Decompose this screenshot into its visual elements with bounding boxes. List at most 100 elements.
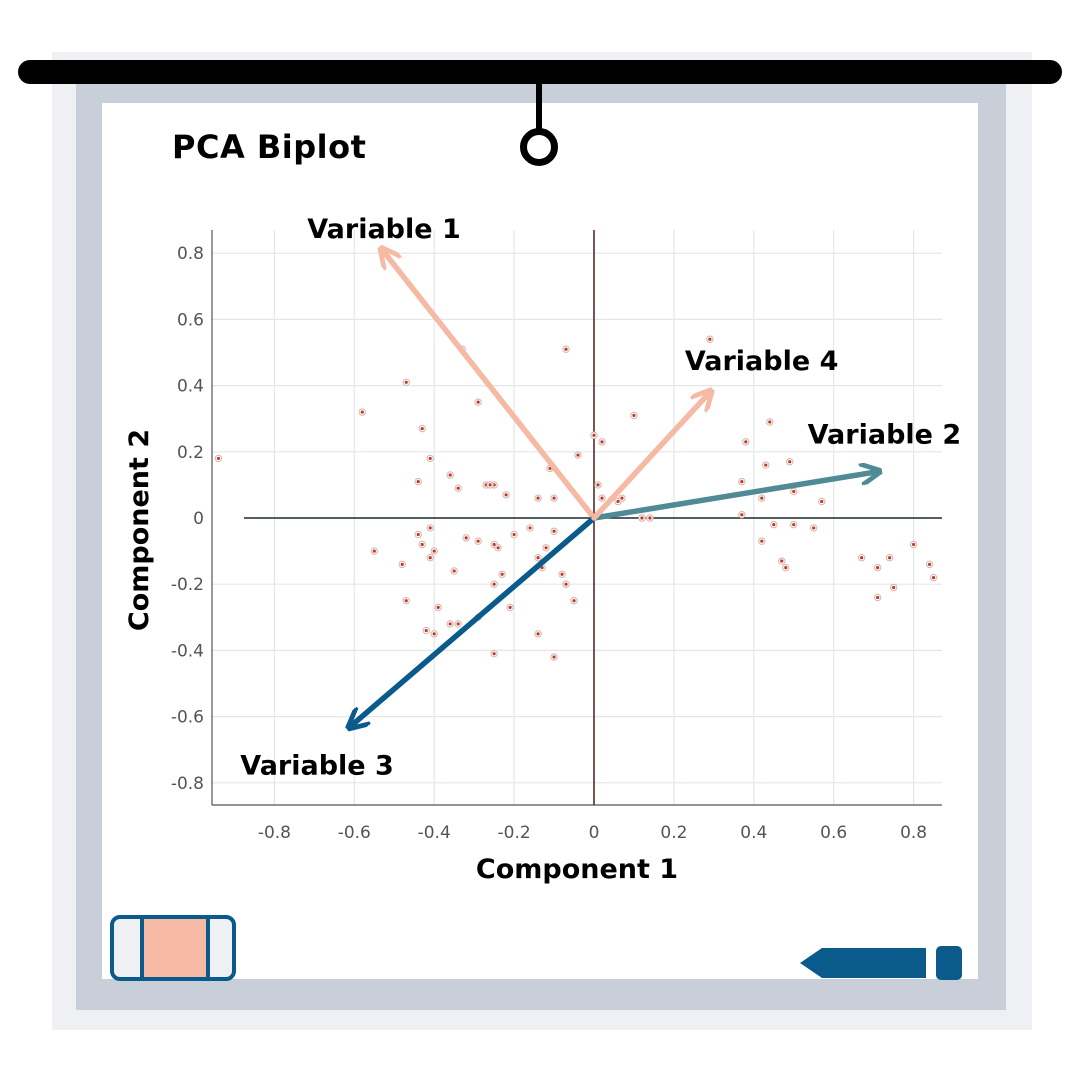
score-point-center xyxy=(708,337,712,341)
score-point-center xyxy=(768,420,772,424)
score-point-center xyxy=(492,542,496,547)
score-point-center xyxy=(452,569,456,573)
score-point-center xyxy=(931,575,936,580)
score-point-center xyxy=(428,526,432,530)
score-point-center xyxy=(504,493,508,497)
vector-label: Variable 1 xyxy=(307,214,461,245)
score-point-center xyxy=(428,556,432,560)
score-point-center xyxy=(420,542,424,547)
score-point-center xyxy=(476,400,480,404)
y-tick-label: -0.2 xyxy=(171,575,204,595)
score-point-center xyxy=(496,546,500,550)
hanger-ring xyxy=(520,128,558,166)
score-point-center xyxy=(416,479,420,484)
score-point-center xyxy=(564,582,568,586)
score-point-center xyxy=(552,655,556,659)
y-tick-label: 0 xyxy=(193,509,204,529)
score-point-center xyxy=(640,516,644,520)
score-point-center xyxy=(592,433,596,437)
y-tick-label: -0.6 xyxy=(171,708,204,728)
score-point-center xyxy=(576,453,580,457)
chart-title: PCA Biplot xyxy=(172,128,367,166)
score-point-center xyxy=(620,496,624,500)
score-point-center xyxy=(564,347,568,351)
loading-vectors xyxy=(350,250,877,727)
score-point-center xyxy=(512,532,516,537)
vector-labels: Variable 1 Variable 2 Variable 3 Variable 4 xyxy=(240,214,961,782)
score-point-center xyxy=(892,585,896,590)
score-point-center xyxy=(760,539,764,543)
score-point-center xyxy=(552,496,556,500)
score-point-center xyxy=(400,562,404,566)
x-tick-label: -0.4 xyxy=(418,823,451,843)
score-point-center xyxy=(536,556,540,560)
score-point-center xyxy=(536,496,540,500)
marker-pen xyxy=(800,946,962,980)
y-tick-label: 0.8 xyxy=(177,244,204,264)
score-point-center xyxy=(216,456,221,461)
score-point-center xyxy=(648,516,652,520)
score-point-center xyxy=(416,532,420,537)
score-point-center xyxy=(860,556,864,560)
score-point-center xyxy=(500,572,504,576)
score-point-center xyxy=(876,595,880,600)
score-point-center xyxy=(404,599,408,603)
score-point-center xyxy=(888,556,892,560)
score-point-center xyxy=(600,496,604,500)
vector-label: Variable 4 xyxy=(685,346,839,377)
score-point-center xyxy=(528,526,532,530)
x-axis-label: Component 1 xyxy=(476,854,678,885)
eraser-pad xyxy=(140,919,210,977)
score-point-center xyxy=(424,628,428,633)
score-point-center xyxy=(436,605,440,609)
score-point-center xyxy=(456,486,460,490)
score-point-center xyxy=(740,513,744,517)
score-point-center xyxy=(508,605,512,609)
axes xyxy=(211,230,942,806)
tick-labels: -0.8 -0.6 -0.4 -0.2 0 0.2 0.4 0.6 0.8 -0.8 -0.6 -0.… xyxy=(171,244,927,843)
score-point-center xyxy=(492,582,496,586)
y-tick-label: 0.6 xyxy=(177,310,204,330)
score-point-center xyxy=(912,542,916,547)
score-point-center xyxy=(464,536,468,540)
score-point-center xyxy=(448,473,452,477)
loading-vector-4 xyxy=(591,392,710,521)
score-point-center xyxy=(552,529,556,533)
score-point-center xyxy=(812,526,816,530)
score-point-center xyxy=(572,599,576,603)
x-tick-label: -0.2 xyxy=(498,823,531,843)
score-point-center xyxy=(764,463,768,467)
eraser xyxy=(110,915,236,981)
whiteboard-surface xyxy=(102,103,978,979)
score-point-center xyxy=(456,622,460,626)
score-point-center xyxy=(560,572,564,576)
x-tick-label: -0.8 xyxy=(258,823,291,843)
y-axis-label: Component 2 xyxy=(124,429,155,631)
score-point-center xyxy=(432,549,436,553)
score-point-center xyxy=(476,539,480,543)
score-point-center xyxy=(600,440,604,444)
vector-label: Variable 3 xyxy=(240,751,394,782)
y-tick-label: 0.2 xyxy=(177,443,204,463)
loading-vector-2 xyxy=(591,472,878,521)
score-point-center xyxy=(536,632,540,636)
x-tick-label: 0 xyxy=(589,823,600,843)
score-point-center xyxy=(616,499,620,504)
score-point-center xyxy=(448,622,452,626)
score-point-center xyxy=(780,559,784,563)
score-point-center xyxy=(432,632,436,636)
loading-vector-1 xyxy=(382,250,597,521)
score-point-center xyxy=(404,380,408,384)
score-point-center xyxy=(492,652,496,656)
score-point-center xyxy=(792,489,796,494)
score-point-center xyxy=(632,413,636,417)
loading-vector-3 xyxy=(350,515,597,727)
score-point-center xyxy=(772,523,776,527)
vector-label: Variable 2 xyxy=(808,420,962,451)
x-tick-label: -0.6 xyxy=(338,823,371,843)
x-tick-label: 0.8 xyxy=(900,823,927,843)
score-point-center xyxy=(540,566,544,570)
score-point-center xyxy=(876,566,880,570)
y-tick-label: -0.4 xyxy=(171,641,204,661)
